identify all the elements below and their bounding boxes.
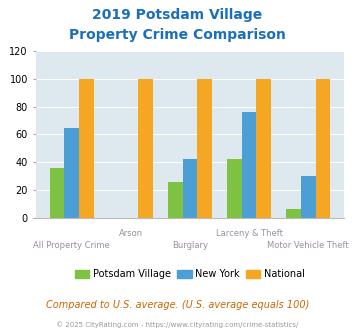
Text: Burglary: Burglary xyxy=(172,241,208,250)
Text: Larceny & Theft: Larceny & Theft xyxy=(215,229,283,239)
Bar xyxy=(286,210,301,218)
Text: Compared to U.S. average. (U.S. average equals 100): Compared to U.S. average. (U.S. average … xyxy=(46,300,309,310)
Bar xyxy=(256,79,271,218)
Bar xyxy=(242,112,256,218)
Bar xyxy=(50,168,64,218)
Bar xyxy=(79,79,94,218)
Bar xyxy=(316,79,330,218)
Text: 2019 Potsdam Village: 2019 Potsdam Village xyxy=(92,8,263,22)
Bar xyxy=(168,182,182,218)
Bar xyxy=(227,159,242,218)
Text: All Property Crime: All Property Crime xyxy=(33,241,110,250)
Bar xyxy=(182,159,197,218)
Text: Property Crime Comparison: Property Crime Comparison xyxy=(69,28,286,42)
Bar xyxy=(64,127,79,218)
Bar xyxy=(138,79,153,218)
Text: Arson: Arson xyxy=(119,229,143,239)
Text: Motor Vehicle Theft: Motor Vehicle Theft xyxy=(267,241,349,250)
Text: © 2025 CityRating.com - https://www.cityrating.com/crime-statistics/: © 2025 CityRating.com - https://www.city… xyxy=(56,322,299,328)
Bar xyxy=(301,176,316,218)
Bar xyxy=(197,79,212,218)
Legend: Potsdam Village, New York, National: Potsdam Village, New York, National xyxy=(71,265,309,283)
